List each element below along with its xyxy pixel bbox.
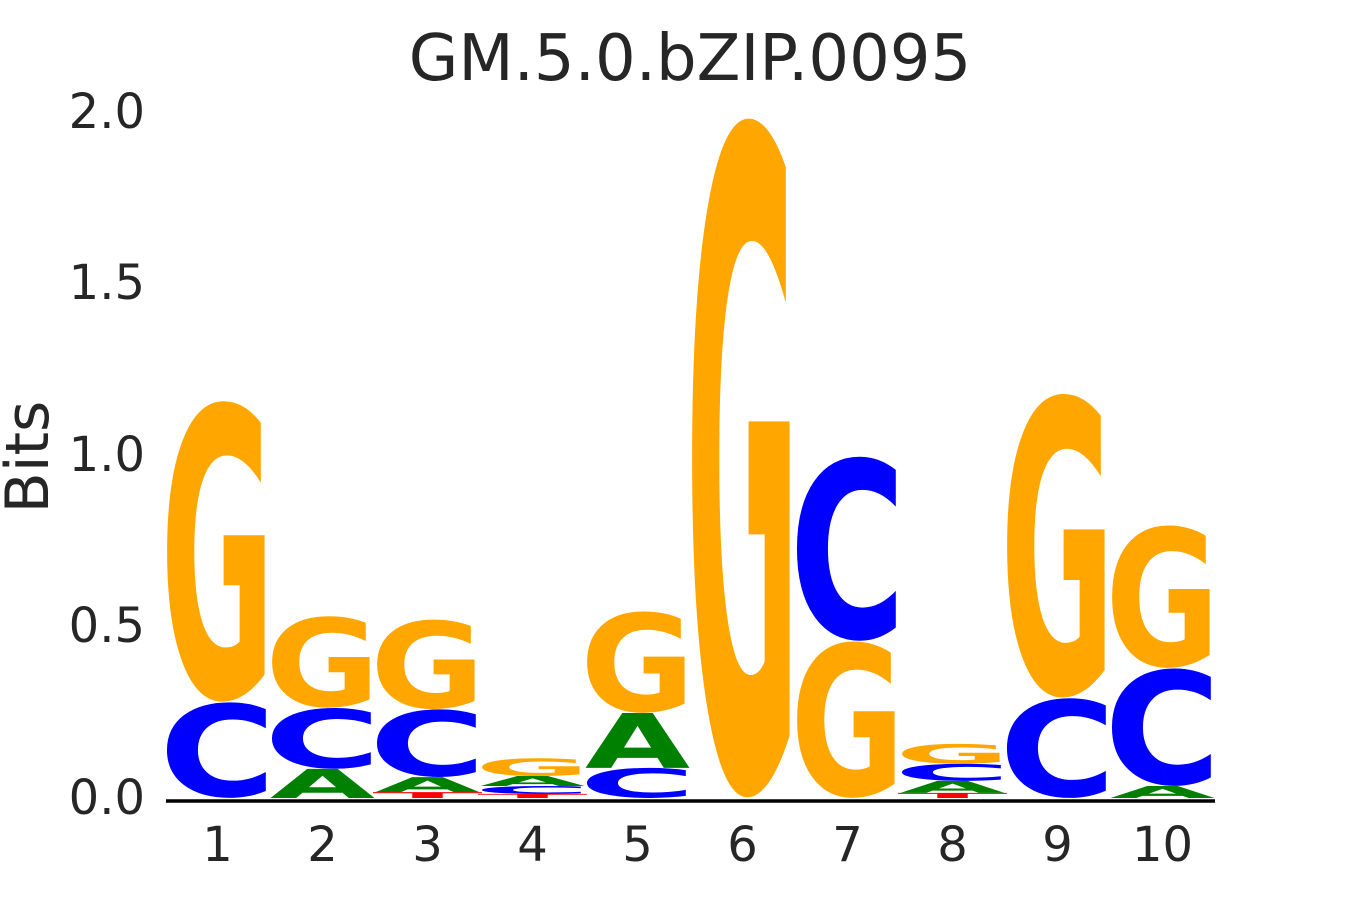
x-tick-label-5: 5 [622,817,653,873]
y-tick-label-0.5: 0.5 [69,598,145,654]
logo-letter-A-pos10: A [1110,783,1215,802]
logo-letter-C-pos8: C [894,759,1011,785]
logo-letter-G-pos3: G [370,598,485,736]
y-tick-label-1.0: 1.0 [69,427,145,483]
x-tick-label-6: 6 [727,817,758,873]
x-tick-label-9: 9 [1042,817,1073,873]
logo-letter-T-pos8: T [897,792,1007,800]
logo-letter-G-pos7: G [790,603,905,844]
y-tick-labels: 0.0 0.5 1.0 1.5 2.0 [69,84,145,826]
y-axis-label: Bits [0,401,63,514]
logo-letter-C-pos2: C [264,693,381,787]
logo-letter-T-pos3: T [372,791,482,800]
logo-letter-A-pos4: A [480,773,586,789]
y-tick-label-0.0: 0.0 [69,770,145,826]
logo-letter-A-pos8: A [900,778,1005,797]
x-tick-label-3: 3 [412,817,443,873]
y-tick-label-1.5: 1.5 [69,255,145,311]
logo-letter-G-pos6: G [685,0,800,900]
x-tick-label-8: 8 [937,817,968,873]
x-tick-label-7: 7 [832,817,863,873]
logo-letter-G-pos10: G [1105,491,1220,710]
logo-letter-G-pos1: G [160,329,275,791]
y-tick-label-2.0: 2.0 [69,84,145,140]
x-tick-label-2: 2 [307,817,338,873]
x-tick-label-4: 4 [517,817,548,873]
chart-title: GM.5.0.bZIP.0095 [409,22,971,96]
x-tick-label-1: 1 [202,817,233,873]
logo-letter-G-pos5: G [580,588,695,744]
logo-letter-G-pos4: G [475,754,590,781]
logo-letter-C-pos3: C [369,693,486,797]
logo-letter-C-pos7: C [789,412,906,695]
logo-letter-C-pos10: C [1104,641,1221,822]
logo-letter-G-pos2: G [265,594,380,735]
x-tick-label-10: 10 [1132,817,1193,873]
logo-letter-G-pos9: G [1000,319,1115,786]
logo-letter-T-pos4: T [477,793,587,800]
logo-letter-A-pos5: A [585,698,690,786]
logo-letter-G-pos8: G [895,739,1010,769]
x-tick-labels: 1 2 3 4 5 6 7 8 9 10 [202,817,1193,873]
logo-letter-C-pos4: C [474,784,591,796]
logo-letter-A-pos3: A [375,773,480,797]
